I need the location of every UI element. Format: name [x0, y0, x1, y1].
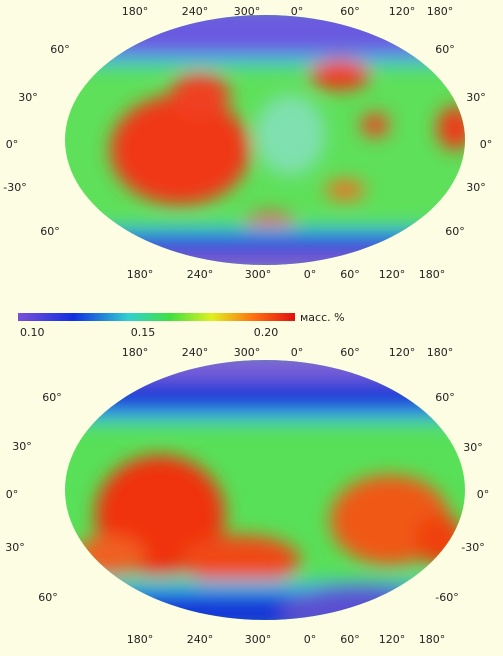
lon-label: 120°	[379, 633, 406, 646]
lon-label: 300°	[245, 268, 272, 281]
lon-label: 180°	[122, 5, 149, 18]
lon-label: 0°	[304, 633, 317, 646]
lon-label: 180°	[127, 633, 154, 646]
lat-label: 30°	[12, 440, 32, 453]
lon-label: 180°	[427, 346, 454, 359]
lon-label: 120°	[379, 268, 406, 281]
lon-label: 180°	[419, 268, 446, 281]
lon-label: 240°	[187, 633, 214, 646]
lat-label: 60°	[435, 391, 455, 404]
lat-label: 60°	[445, 225, 465, 238]
map-top	[65, 15, 465, 265]
lat-label: 60°	[435, 43, 455, 56]
colorbar-tick-label: 0.20	[254, 326, 279, 339]
lon-label: 300°	[234, 5, 261, 18]
lon-label: 240°	[187, 268, 214, 281]
map-bottom	[65, 360, 465, 620]
lon-label: 300°	[234, 346, 261, 359]
lat-label: 0°	[6, 138, 19, 151]
colorbar-tick-label: 0.10	[20, 326, 45, 339]
lon-label: 240°	[182, 5, 209, 18]
lon-label: 60°	[340, 633, 360, 646]
lat-label: -30°	[3, 181, 26, 194]
lat-label: 60°	[42, 391, 62, 404]
lat-label: 0°	[6, 488, 19, 501]
lat-label: 60°	[38, 591, 58, 604]
lon-label: 120°	[389, 346, 416, 359]
lon-label: 0°	[304, 268, 317, 281]
lat-label: 0°	[477, 488, 490, 501]
lat-label: 60°	[40, 225, 60, 238]
lat-label: 30°	[466, 91, 486, 104]
colorbar-tick-label: 0.15	[131, 326, 156, 339]
lat-label: 60°	[50, 43, 70, 56]
lat-label: 30°	[466, 181, 486, 194]
lat-label: 30°	[463, 441, 483, 454]
lon-label: 300°	[245, 633, 272, 646]
lon-label: 0°	[291, 346, 304, 359]
lon-label: 60°	[340, 346, 360, 359]
lat-label: -60°	[435, 591, 458, 604]
colorbar-unit: масс. %	[300, 311, 345, 324]
lat-label: 30°	[18, 91, 38, 104]
lon-label: 60°	[340, 268, 360, 281]
lon-label: 180°	[127, 268, 154, 281]
lon-label: 240°	[182, 346, 209, 359]
lat-label: -30°	[461, 541, 484, 554]
lon-label: 60°	[340, 5, 360, 18]
lon-label: 0°	[291, 5, 304, 18]
colorbar	[18, 313, 295, 321]
lon-label: 180°	[427, 5, 454, 18]
lon-label: 120°	[389, 5, 416, 18]
lat-label: 0°	[480, 138, 493, 151]
lon-label: 180°	[419, 633, 446, 646]
lat-label: 30°	[5, 541, 25, 554]
lon-label: 180°	[122, 346, 149, 359]
